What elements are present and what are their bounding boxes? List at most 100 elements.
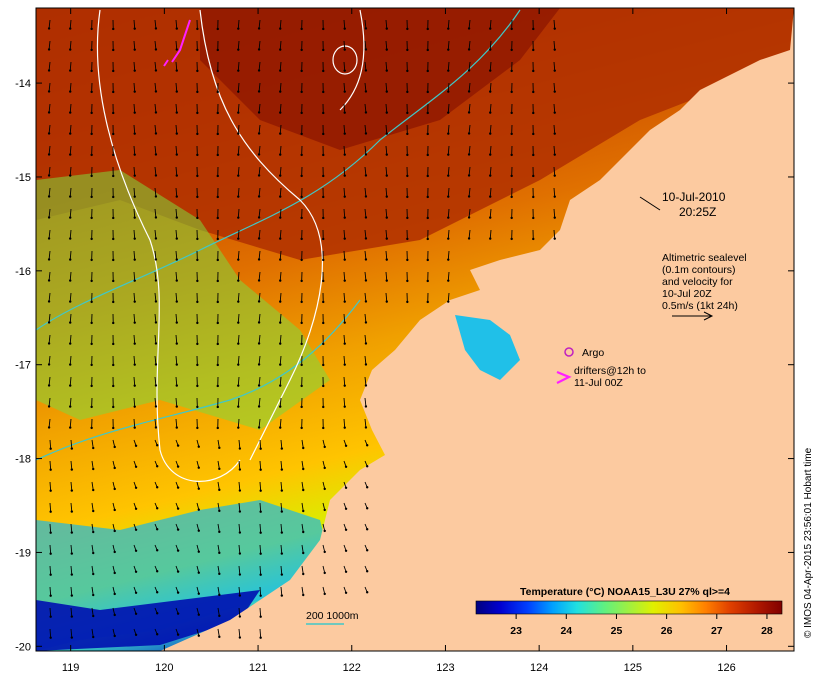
velocity-arrow [237, 334, 240, 344]
lon-tick-label: 124 [530, 662, 548, 674]
velocity-arrow-head [467, 237, 471, 240]
velocity-arrow [91, 607, 94, 617]
velocity-arrow-head [553, 153, 556, 156]
velocity-arrow-head [300, 27, 303, 31]
colorbar-title: Temperature (°C) NOAA15_L3U 27% ql>=4 [520, 586, 730, 598]
velocity-arrow [69, 103, 72, 113]
velocity-arrow-head [49, 636, 52, 639]
lat-tick-label: -20 [15, 641, 31, 653]
velocity-arrow [279, 40, 282, 50]
velocity-arrow [364, 271, 367, 281]
velocity-arrow-head [489, 27, 492, 30]
velocity-arrow-head [92, 467, 95, 471]
velocity-arrow-head [532, 174, 535, 178]
velocity-arrow [133, 271, 136, 281]
velocity-arrow-head [69, 90, 72, 93]
velocity-arrow-head [385, 111, 388, 114]
velocity-arrow-head [154, 153, 158, 156]
velocity-arrow-head [216, 111, 219, 115]
velocity-arrow [217, 502, 220, 511]
velocity-arrow [364, 355, 367, 365]
velocity-arrow-head [134, 528, 138, 532]
velocity-arrow-head [49, 510, 52, 513]
velocity-arrows [47, 19, 556, 639]
velocity-arrow-head [300, 279, 303, 283]
velocity-arrow-head [364, 237, 368, 240]
velocity-arrow-head [155, 570, 159, 573]
velocity-arrow-head [175, 405, 178, 408]
velocity-arrow-head [216, 69, 219, 73]
velocity-arrow-head [47, 111, 51, 114]
velocity-arrow [468, 61, 471, 71]
velocity-arrow-head [155, 528, 159, 531]
velocity-arrow [343, 229, 346, 239]
velocity-arrow [217, 628, 220, 637]
velocity-arrow [69, 313, 72, 323]
velocity-arrow-head [467, 132, 471, 135]
sealevel-contour [96, 9, 241, 482]
velocity-arrow-head [447, 258, 450, 261]
velocity-arrow-head [447, 279, 450, 282]
velocity-arrow-head [69, 300, 72, 303]
velocity-arrow [259, 565, 262, 575]
velocity-arrow-head [112, 132, 115, 136]
velocity-arrow-head [175, 195, 178, 198]
velocity-arrow-head [532, 132, 535, 136]
velocity-arrow [364, 124, 367, 134]
colorbar [475, 600, 783, 615]
velocity-arrow [154, 355, 157, 365]
velocity-arrow-head [237, 321, 240, 324]
velocity-arrow [133, 124, 136, 134]
velocity-arrow [280, 502, 283, 512]
velocity-arrow-head [113, 529, 116, 533]
velocity-arrow-head [237, 384, 240, 387]
velocity-arrow [175, 166, 178, 176]
velocity-arrow [343, 103, 346, 113]
velocity-arrow [238, 439, 241, 449]
velocity-arrow [175, 250, 178, 260]
velocity-arrow-head [196, 27, 199, 31]
velocity-arrow [343, 397, 346, 407]
velocity-arrow-head [134, 507, 138, 511]
velocity-arrow-head [112, 48, 115, 52]
velocity-arrow-head [343, 111, 346, 114]
velocity-arrow-head [510, 132, 513, 136]
velocity-arrow-head [176, 486, 180, 489]
isobath-line-2 [36, 299, 361, 461]
velocity-arrow-head [365, 528, 369, 531]
velocity-arrow-head [364, 405, 368, 408]
velocity-arrow-head [112, 300, 115, 304]
velocity-arrow-head [133, 153, 136, 156]
velocity-arrow [553, 187, 556, 197]
velocity-arrow [364, 61, 367, 71]
velocity-arrow-head [257, 363, 261, 366]
velocity-arrow [91, 544, 94, 554]
velocity-arrow-head [216, 90, 219, 94]
velocity-arrow-head [447, 132, 450, 135]
velocity-arrow-head [257, 174, 261, 177]
velocity-arrow-head [133, 27, 136, 30]
velocity-arrow-head [113, 487, 116, 491]
velocity-arrow-head [112, 426, 115, 430]
velocity-arrow [258, 187, 261, 197]
velocity-arrow-head [257, 321, 261, 324]
velocity-arrow-head [134, 486, 138, 490]
velocity-arrow-head [155, 507, 159, 510]
velocity-arrow-head [113, 508, 116, 512]
velocity-arrow-head [197, 487, 200, 490]
velocity-arrow-head [134, 549, 138, 553]
velocity-arrow-head [216, 195, 219, 199]
velocity-arrow [238, 460, 241, 470]
velocity-arrow [217, 460, 220, 469]
velocity-arrow [217, 565, 220, 574]
velocity-arrow-head [406, 153, 409, 157]
velocity-arrow [553, 103, 556, 113]
velocity-arrow [154, 418, 157, 428]
velocity-arrow-head [489, 111, 492, 114]
velocity-arrow-head [90, 90, 93, 94]
sealevel-legend-line-2: (0.1m contours) [662, 264, 736, 276]
velocity-arrow-head [154, 48, 158, 51]
velocity-arrow-head [365, 570, 369, 573]
velocity-arrow-head [92, 593, 95, 597]
velocity-arrow-head [343, 69, 346, 72]
